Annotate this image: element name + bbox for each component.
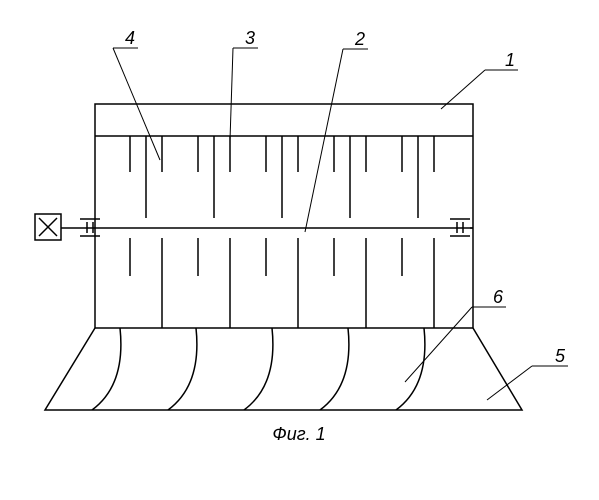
callout-label-5: 5 — [555, 346, 566, 366]
callout-label-3: 3 — [245, 28, 255, 48]
figure-caption: Фиг. 1 — [272, 424, 325, 444]
callout-label-4: 4 — [125, 28, 135, 48]
callout-label-6: 6 — [493, 287, 504, 307]
figure-svg: 1 2 3 4 5 6 Фиг. 1 — [0, 0, 599, 500]
callout-label-1: 1 — [505, 50, 515, 70]
callout-label-2: 2 — [354, 29, 365, 49]
